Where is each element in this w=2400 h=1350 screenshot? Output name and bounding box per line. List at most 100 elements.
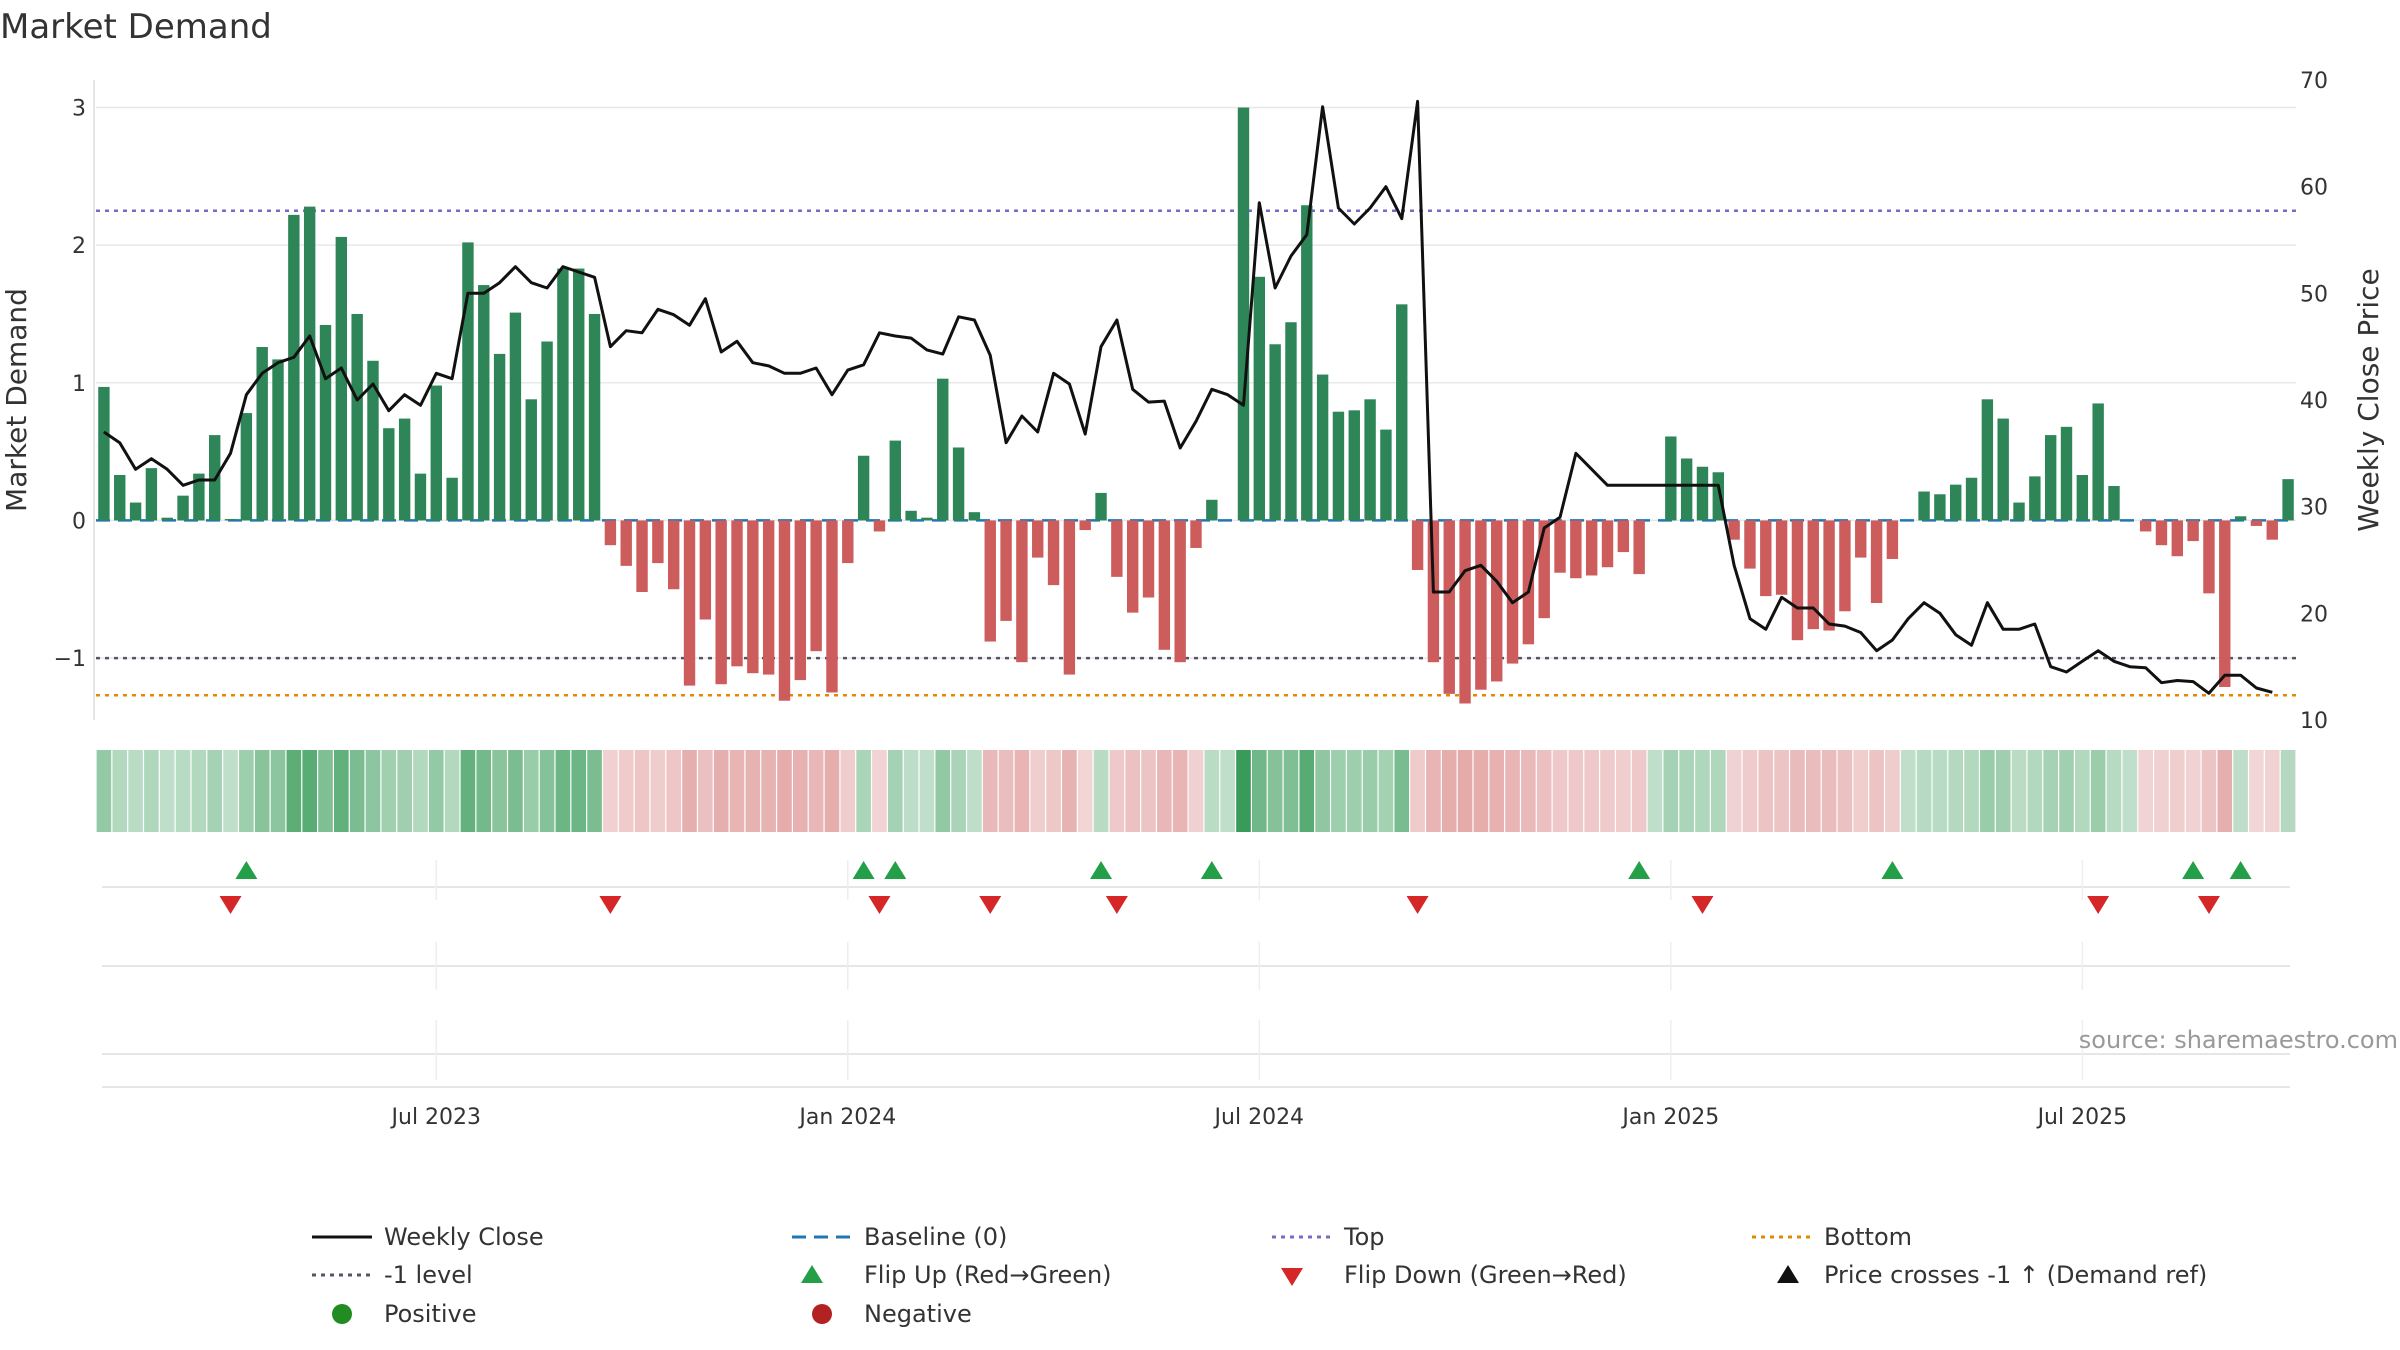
heat-strip-cell <box>1742 750 1758 832</box>
legend-item-price-crosses: Price crosses -1 ↑ (Demand ref) <box>1777 1261 2207 1289</box>
heat-strip-cell <box>1679 750 1694 832</box>
heat-strip-cell <box>1821 750 1837 832</box>
demand-bar <box>1411 520 1424 570</box>
demand-bar <box>2203 520 2215 594</box>
demand-bar <box>1095 492 1107 521</box>
chart-title: Market Demand <box>0 7 272 47</box>
heat-strip-cell <box>1441 750 1457 832</box>
heat-strip-cell <box>1157 750 1172 832</box>
heat-strip-cell <box>935 750 951 832</box>
flip-up-marker <box>2182 861 2205 879</box>
heat-strip-cell <box>2011 750 2027 832</box>
demand-bar <box>2108 486 2120 521</box>
demand-bar <box>1981 399 1994 521</box>
demand-bar <box>905 510 917 521</box>
legend-label: Negative <box>864 1300 972 1328</box>
demand-bar <box>1206 499 1218 521</box>
weekly-close-line <box>103 99 2273 695</box>
demand-bar <box>525 399 537 521</box>
demand-bar <box>1538 520 1550 619</box>
demand-bar <box>1855 520 1867 558</box>
heat-strip-cell <box>207 750 223 832</box>
demand-bar <box>1728 520 1740 540</box>
heat-strip-cell <box>444 750 460 832</box>
demand-bar <box>747 520 759 674</box>
flip-up-marker <box>235 861 258 879</box>
demand-bar <box>1237 107 1250 521</box>
heat-strip-cell <box>1141 750 1156 832</box>
right-axis-label: Weekly Close Price <box>2352 268 2385 531</box>
demand-bar <box>1000 520 1012 621</box>
demand-bar <box>573 268 585 521</box>
legend-item-top: Top <box>1272 1223 1385 1251</box>
heat-strip-cell <box>2059 750 2074 832</box>
legend-label: Positive <box>384 1300 477 1328</box>
flip-up-marker <box>2229 861 2252 879</box>
heat-strip-cell <box>1457 750 1473 832</box>
demand-bar <box>303 206 316 521</box>
demand-bar <box>1807 520 1819 630</box>
demand-bar <box>240 413 253 521</box>
heat-strip-cell <box>1790 750 1805 832</box>
heat-strip-cell <box>318 750 333 832</box>
flip-down-marker <box>219 896 242 914</box>
demand-bar <box>873 520 886 532</box>
x-tick-label: Jul 2023 <box>390 1105 482 1130</box>
flip-markers-panel <box>102 860 2290 1088</box>
demand-bar <box>1506 520 1519 664</box>
demand-bar <box>383 428 395 521</box>
heat-strip-cell <box>729 750 745 832</box>
demand-bar <box>129 502 142 521</box>
heat-strip-cell <box>1172 750 1188 832</box>
heat-strip-cell <box>508 750 523 832</box>
demand-bar <box>1870 520 1883 604</box>
circle-icon <box>332 1304 352 1324</box>
heat-strip-cell <box>2043 750 2058 832</box>
heat-strip-cell <box>1299 750 1315 832</box>
demand-bar <box>114 475 126 521</box>
heat-strip-cell <box>1568 750 1584 832</box>
legend-label: Baseline (0) <box>864 1223 1007 1251</box>
heat-strip-cell <box>1046 750 1061 832</box>
demand-bar <box>921 517 933 521</box>
flip-up-marker <box>884 861 907 879</box>
demand-bar <box>1775 520 1788 595</box>
heat-strip-cell <box>112 750 128 832</box>
demand-bar <box>319 324 332 521</box>
heat-strip-cell <box>1600 750 1615 832</box>
demand-bar <box>1570 520 1582 579</box>
demand-bar <box>1665 436 1677 521</box>
heat-strip-cell <box>634 750 650 832</box>
demand-bar <box>952 447 965 521</box>
legend-item-baseline: Baseline (0) <box>792 1223 1007 1251</box>
heat-strip-cell <box>2280 750 2296 832</box>
demand-bar <box>1174 520 1186 663</box>
left-y-tick-label: 3 <box>72 97 86 122</box>
demand-bar <box>1712 472 1724 521</box>
heat-strip-cell <box>903 750 919 832</box>
heat-strip-cell <box>1394 750 1410 832</box>
demand-bar <box>2187 520 2199 542</box>
heat-strip-cell <box>2201 750 2217 832</box>
heat-strip-cell <box>1378 750 1394 832</box>
heat-strip-cell <box>1426 750 1441 832</box>
heat-strip-cell <box>872 750 887 832</box>
heat-strip-cell <box>2169 750 2185 832</box>
x-tick-label: Jul 2024 <box>1213 1105 1305 1130</box>
right-y-tick-label: 70 <box>2300 69 2328 94</box>
flip-down-marker <box>979 896 1002 914</box>
demand-bar <box>367 360 379 521</box>
heat-strip-cell <box>761 750 776 832</box>
triangle-up-icon <box>1777 1265 1799 1283</box>
demand-bar <box>509 312 522 521</box>
demand-bar <box>1047 520 1060 586</box>
heat-strip-cell <box>887 750 903 832</box>
demand-bar <box>1617 520 1630 553</box>
demand-bar <box>2250 520 2263 526</box>
circle-icon <box>812 1304 832 1324</box>
heat-strip-cell <box>365 750 381 832</box>
heat-strip-cell <box>745 750 761 832</box>
demand-bar <box>810 520 822 652</box>
demand-bar <box>2155 520 2168 546</box>
